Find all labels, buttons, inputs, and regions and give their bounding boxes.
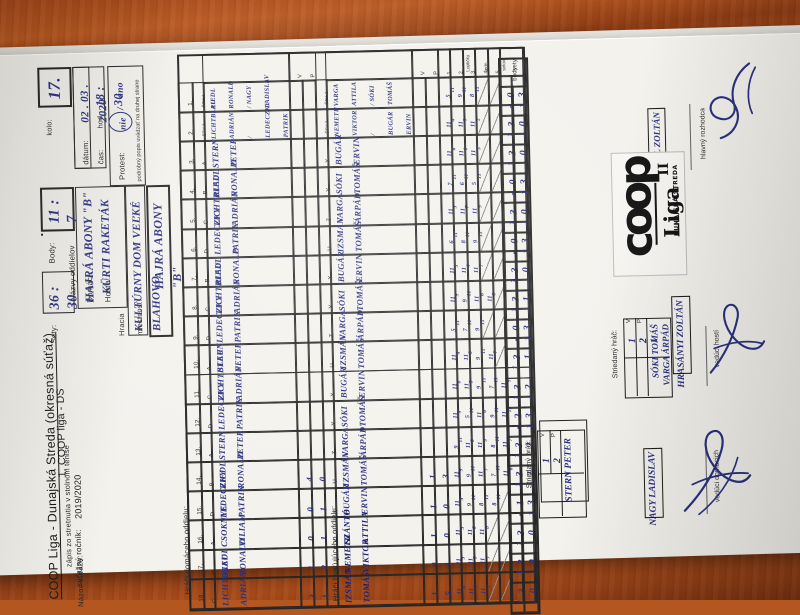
points-total-label: Body: (47, 242, 57, 264)
competition-name-label: Názov súťaže: (75, 555, 86, 608)
time-label: čas: (96, 149, 106, 165)
coop-liga-logo: coop Liga II DUNAJSKÁ STREDA (609, 151, 688, 277)
scoresheet-form: COOP Liga - Dunajská Streda (okresná súť… (27, 46, 539, 612)
logo-liga-text: Liga (658, 186, 685, 238)
venue-label: Hracia miestnosť: (116, 299, 145, 337)
protest-label: Protest: (117, 151, 127, 180)
time-unit: hod. (95, 113, 105, 129)
protest-yes-option[interactable]: áno (115, 82, 126, 98)
match-table-border (176, 46, 538, 612)
logo-city-text: DUNAJSKÁ STREDA (671, 164, 681, 237)
sets-total-value: 36 : 30 (47, 285, 81, 310)
protest-separator: / (116, 106, 127, 110)
home-substitute-box (539, 419, 589, 503)
protest-note: podrobný popis uvádzať na druhej strane (134, 79, 143, 182)
home-substitute-block (539, 419, 589, 503)
sets-total-label: Sety: (49, 324, 59, 344)
logo-roman-text: II (655, 162, 673, 176)
match-table: 1. ŠTV-1 RIEDL RONALD / NAGY LADISLAV ŠTV-1… (176, 46, 539, 612)
round-value: 17. (44, 77, 64, 100)
points-total-value: 11 : 7 (46, 199, 81, 224)
logo-brand-text: coop (609, 158, 663, 258)
round-label: kolo: (44, 119, 54, 136)
